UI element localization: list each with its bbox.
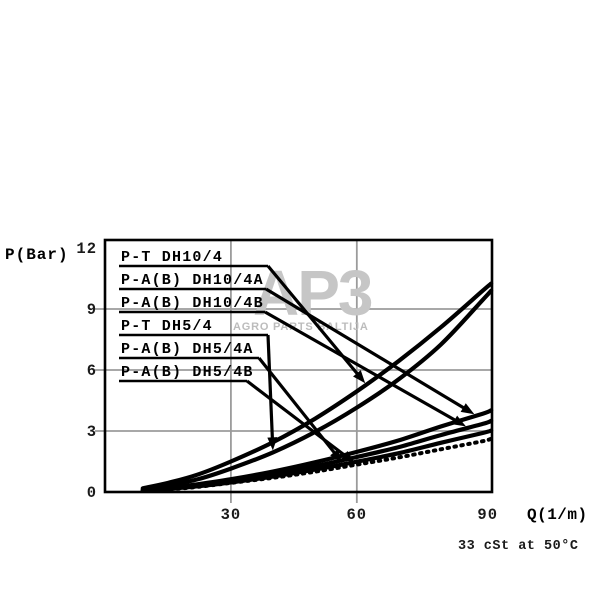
arrowhead-p-t-dh5-4 (267, 437, 278, 451)
y-tick-label-3: 3 (87, 423, 97, 441)
x-tick-label-90: 90 (477, 506, 498, 524)
x-tick-label-30: 30 (221, 506, 242, 524)
arrowhead-p-a-b-dh5-4b (341, 451, 355, 463)
legend-label-p-a-b-dh10-4a: P-A(B) DH10/4A (121, 272, 264, 289)
y-axis-title: P(Bar) (5, 246, 69, 264)
leader-line-p-a-b-dh5-4b (246, 379, 349, 459)
leader-line-p-a-b-dh10-4a (265, 287, 468, 412)
legend-label-p-a-b-dh10-4b: P-A(B) DH10/4B (121, 295, 264, 312)
y-tick-label-0: 0 (87, 484, 97, 502)
arrowhead-p-a-b-dh10-4a (460, 403, 475, 415)
arrowhead-p-a-b-dh10-4b (452, 415, 466, 427)
curve-p-t-dh10-4 (140, 281, 494, 491)
viscosity-note: 33 cSt at 50°C (458, 539, 578, 554)
arrowhead-p-t-dh10-4 (353, 370, 366, 384)
x-tick-label-60: 60 (347, 506, 368, 524)
y-tick-label-12: 12 (76, 240, 97, 258)
legend-label-p-t-dh5-4: P-T DH5/4 (121, 318, 213, 335)
curve-p-a-b-dh5-4a (140, 428, 494, 493)
legend-label-p-a-b-dh5-4a: P-A(B) DH5/4A (121, 341, 254, 358)
arrowhead-p-a-b-dh5-4a (330, 449, 343, 463)
leader-line-p-a-b-dh10-4b (264, 310, 459, 424)
legend-label-p-a-b-dh5-4b: P-A(B) DH5/4B (121, 364, 254, 381)
leader-line-p-t-dh5-4 (266, 334, 275, 442)
curve-p-a-b-dh5-4b (140, 436, 494, 493)
x-axis-title: Q(1/m) (527, 506, 588, 524)
legend-layer: P-T DH10/4 P-A(B) DH10/4A P-A(B) DH10/4B P-… (119, 249, 268, 383)
plot-border (103, 238, 494, 494)
leaders-layer (246, 264, 475, 463)
legend-label-p-t-dh10-4: P-T DH10/4 (121, 249, 223, 266)
y-tick-label-9: 9 (87, 301, 97, 319)
y-tick-label-6: 6 (87, 362, 97, 380)
